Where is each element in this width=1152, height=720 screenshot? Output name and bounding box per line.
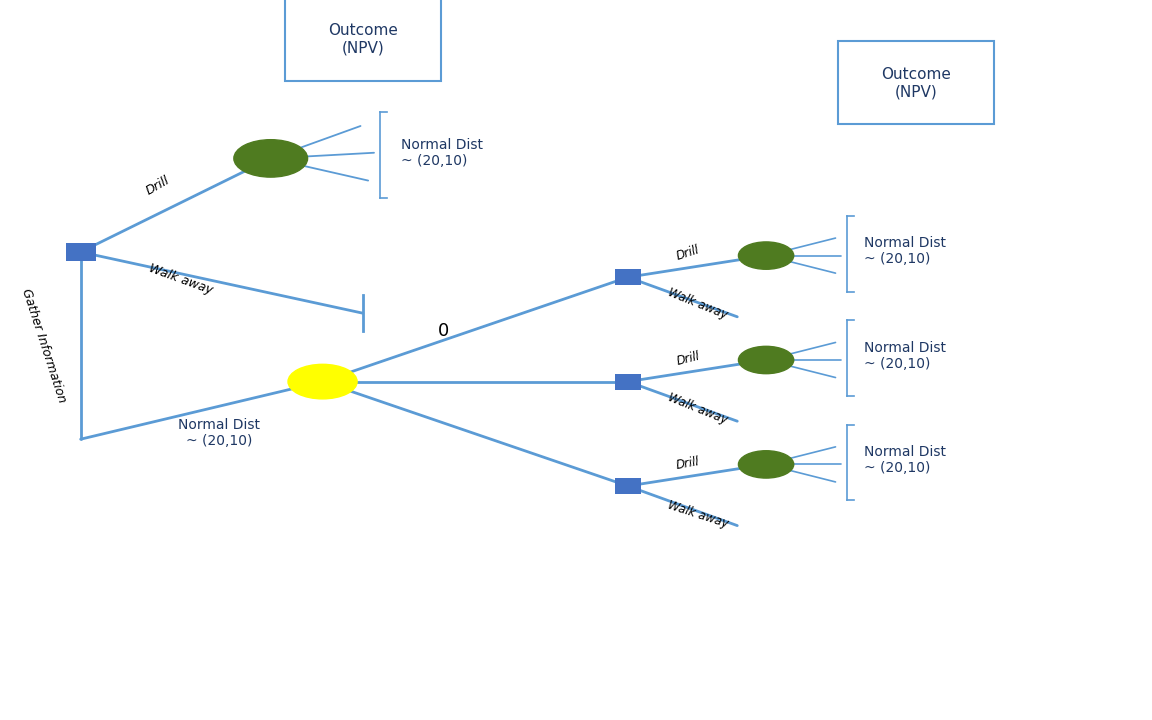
Text: 0: 0 [438,323,449,341]
Ellipse shape [738,451,794,478]
Text: Outcome
(NPV): Outcome (NPV) [328,24,397,56]
FancyBboxPatch shape [615,269,641,285]
Text: Drill: Drill [144,174,173,198]
FancyBboxPatch shape [286,0,440,81]
Text: Gather Information: Gather Information [20,287,68,405]
Text: Walk away: Walk away [147,262,215,297]
Text: Drill: Drill [675,455,700,472]
Ellipse shape [738,242,794,269]
Text: Normal Dist
~ (20,10): Normal Dist ~ (20,10) [864,445,946,475]
Text: Normal Dist
~ (20,10): Normal Dist ~ (20,10) [177,418,260,448]
Text: Walk away: Walk away [666,391,729,427]
Text: Outcome
(NPV): Outcome (NPV) [881,67,950,99]
FancyBboxPatch shape [615,374,641,390]
Text: Normal Dist
~ (20,10): Normal Dist ~ (20,10) [401,138,483,168]
Ellipse shape [288,364,357,399]
Text: Drill: Drill [675,349,702,368]
FancyBboxPatch shape [66,243,96,261]
Text: Drill: Drill [675,243,702,264]
FancyBboxPatch shape [839,42,993,124]
Text: Normal Dist
~ (20,10): Normal Dist ~ (20,10) [864,341,946,371]
Text: Walk away: Walk away [666,498,730,530]
FancyBboxPatch shape [615,478,641,494]
Text: Normal Dist
~ (20,10): Normal Dist ~ (20,10) [864,236,946,266]
Text: Walk away: Walk away [666,286,729,322]
Ellipse shape [738,346,794,374]
Ellipse shape [234,140,308,177]
